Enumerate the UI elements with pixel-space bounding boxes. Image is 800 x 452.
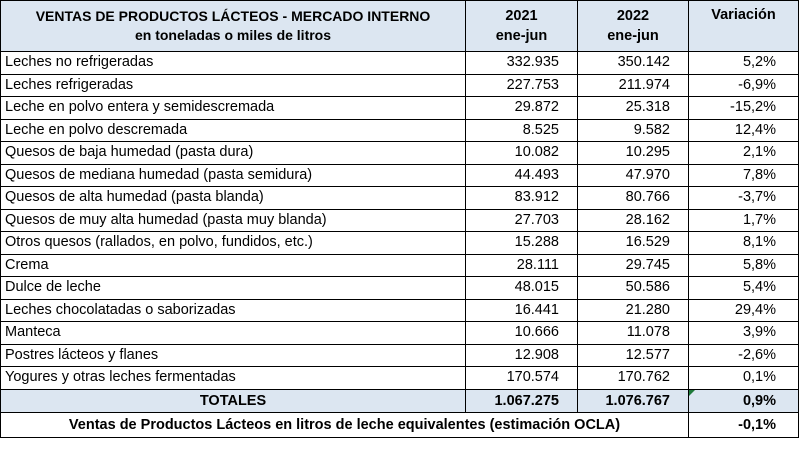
product-name: Leches refrigeradas [0,73,466,97]
value-2021: 44.493 [465,163,578,187]
value-2022: 50.586 [577,276,689,300]
product-name: Quesos de muy alta humedad (pasta muy bl… [0,208,466,232]
table-row: Leche en polvo entera y semidescremada 29… [0,96,799,120]
totals-2021: 1.067.275 [465,388,578,413]
value-2021: 12.908 [465,343,578,367]
product-name: Manteca [0,321,466,345]
table-row: Leches chocolatadas o saborizadas 16.441 2… [0,298,799,322]
product-name: Dulce de leche [0,276,466,300]
variation-value: 29,4% [688,298,799,322]
product-name: Quesos de baja humedad (pasta dura) [0,141,466,165]
variation-value: 5,4% [688,276,799,300]
col-header-2022: 2022 ene-jun [577,0,689,52]
value-2021: 28.111 [465,253,578,277]
table-row: Quesos de baja humedad (pasta dura) 10.08… [0,141,799,165]
col-header-2021: 2021 ene-jun [465,0,578,52]
equivalent-liters-label: Ventas de Productos Lácteos en litros de… [0,411,689,438]
table-row: Yogures y otras leches fermentadas 170.57… [0,366,799,390]
value-2021: 15.288 [465,231,578,255]
product-name: Leche en polvo descremada [0,118,466,142]
totals-row: TOTALES 1.067.275 1.076.767 0,9% [0,388,799,413]
table-subtitle: en toneladas o miles de litros [134,27,332,43]
product-name: Leches chocolatadas o saborizadas [0,298,466,322]
variation-value: 0,1% [688,366,799,390]
variation-value: 3,9% [688,321,799,345]
variation-value: -6,9% [688,73,799,97]
col-header-2021-period: ene-jun [495,28,548,44]
col-header-2022-period: ene-jun [607,28,659,44]
table-title: VENTAS DE PRODUCTOS LÁCTEOS - MERCADO IN… [35,8,431,24]
table-body: Leches no refrigeradas 332.935 350.142 5,2%… [0,51,799,390]
table-row: Leches no refrigeradas 332.935 350.142 5,2% [0,51,799,75]
product-name: Leche en polvo entera y semidescremada [0,96,466,120]
variation-value: 1,7% [688,208,799,232]
value-2022: 10.295 [577,141,689,165]
col-header-2022-year: 2022 [616,8,650,24]
totals-2022: 1.076.767 [577,388,689,413]
variation-value: 7,8% [688,163,799,187]
value-2022: 29.745 [577,253,689,277]
equivalent-liters-variation: -0,1% [688,411,799,438]
product-name: Otros quesos (rallados, en polvo, fundid… [0,231,466,255]
value-2021: 29.872 [465,96,578,120]
table-row: Dulce de leche 48.015 50.586 5,4% [0,276,799,300]
table-row: Otros quesos (rallados, en polvo, fundid… [0,231,799,255]
product-name: Yogures y otras leches fermentadas [0,366,466,390]
value-2021: 83.912 [465,186,578,210]
table-row: Quesos de alta humedad (pasta blanda) 83.… [0,186,799,210]
value-2022: 170.762 [577,366,689,390]
variation-value: 5,2% [688,51,799,75]
table-footer: TOTALES 1.067.275 1.076.767 0,9% Ventas … [0,388,799,438]
value-2021: 48.015 [465,276,578,300]
value-2021: 10.082 [465,141,578,165]
col-header-variation: Variación [688,0,799,52]
variation-value: 2,1% [688,141,799,165]
equivalent-liters-row: Ventas de Productos Lácteos en litros de… [0,411,799,438]
value-2022: 211.974 [577,73,689,97]
value-2022: 47.970 [577,163,689,187]
variation-value: -3,7% [688,186,799,210]
value-2021: 170.574 [465,366,578,390]
value-2021: 227.753 [465,73,578,97]
value-2021: 10.666 [465,321,578,345]
value-2022: 12.577 [577,343,689,367]
value-2022: 25.318 [577,96,689,120]
variation-value: 5,8% [688,253,799,277]
totals-variation-cell: 0,9% [688,388,799,413]
value-2021: 8.525 [465,118,578,142]
table-row: Postres lácteos y flanes 12.908 12.577 -2,6… [0,343,799,367]
value-2022: 80.766 [577,186,689,210]
table-row: Crema 28.111 29.745 5,8% [0,253,799,277]
value-2022: 11.078 [577,321,689,345]
value-2021: 16.441 [465,298,578,322]
table-row: Quesos de muy alta humedad (pasta muy bl… [0,208,799,232]
product-name: Quesos de mediana humedad (pasta semidur… [0,163,466,187]
dairy-sales-table: VENTAS DE PRODUCTOS LÁCTEOS - MERCADO IN… [0,0,799,438]
value-2022: 21.280 [577,298,689,322]
value-2022: 28.162 [577,208,689,232]
totals-label: TOTALES [0,388,466,413]
product-name: Leches no refrigeradas [0,51,466,75]
cell-comment-marker-icon [689,390,695,396]
totals-variation: 0,9% [742,392,776,409]
value-2022: 16.529 [577,231,689,255]
table-row: Quesos de mediana humedad (pasta semidur… [0,163,799,187]
table-row: Leches refrigeradas 227.753 211.974 -6,9% [0,73,799,97]
variation-value: 12,4% [688,118,799,142]
value-2021: 27.703 [465,208,578,232]
table-row: Leche en polvo descremada 8.525 9.582 12,4% [0,118,799,142]
table-header: VENTAS DE PRODUCTOS LÁCTEOS - MERCADO IN… [0,0,799,52]
product-name: Quesos de alta humedad (pasta blanda) [0,186,466,210]
variation-value: 8,1% [688,231,799,255]
value-2021: 332.935 [465,51,578,75]
product-name: Postres lácteos y flanes [0,343,466,367]
product-name: Crema [0,253,466,277]
variation-value: -15,2% [688,96,799,120]
value-2022: 350.142 [577,51,689,75]
col-header-2021-year: 2021 [505,8,538,24]
table-title-cell: VENTAS DE PRODUCTOS LÁCTEOS - MERCADO IN… [0,0,466,52]
value-2022: 9.582 [577,118,689,142]
variation-value: -2,6% [688,343,799,367]
table-row: Manteca 10.666 11.078 3,9% [0,321,799,345]
